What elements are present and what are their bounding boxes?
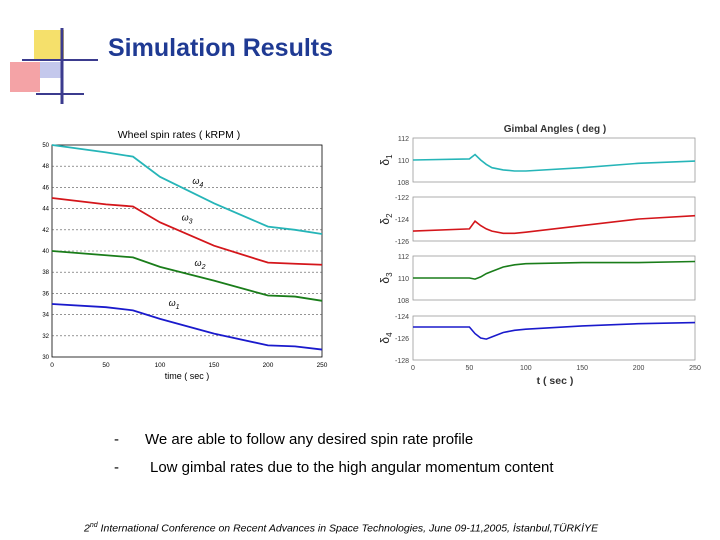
right-y-tick-label: 110 [398,158,409,165]
left-x-axis-label: time ( sec ) [165,371,210,381]
left-y-tick-label: 30 [42,355,49,361]
left-series-line-ω2 [51,250,323,302]
right-x-tick-label: 50 [466,365,474,372]
left-y-tick-label: 38 [42,270,49,276]
left-series-line-ω1 [51,303,323,351]
left-series-label-ω1: ω1 [169,298,180,311]
left-y-tick-label: 46 [42,185,49,191]
logo-pink-square [10,62,40,92]
left-y-tick-label: 36 [42,291,49,297]
right-x-tick-label: 150 [576,365,588,372]
right-x-axis-label: t ( sec ) [537,375,574,387]
right-y-tick-label: 110 [398,276,409,283]
conference-footer: 2nd International Conference on Recent A… [84,522,598,535]
ylabel-main: δ [378,159,392,166]
right-y-tick-label: 112 [398,254,409,261]
left-y-tick-label: 32 [42,334,49,340]
ylabel-sub: 3 [385,272,394,277]
right-subplot-ylabel-3: δ3 [378,272,394,284]
bullet-1-dash: - [114,431,119,448]
series-label-main: ω [192,176,199,186]
right-series-line-2 [412,214,696,235]
left-x-tick-label: 100 [155,362,166,369]
ylabel-sub: 1 [385,154,394,159]
left-x-tick-label: 150 [209,362,220,369]
series-label-main: ω [182,212,189,222]
slide-title: Simulation Results [108,34,334,62]
right-y-tick-label: -128 [395,358,409,365]
left-series-line-ω3 [51,197,323,266]
right-y-tick-label: -126 [395,336,409,343]
right-y-tick-label: -122 [395,195,409,202]
right-subplot-frame-4 [412,315,696,361]
ylabel-main: δ [378,218,392,225]
left-series-line-ω4 [51,144,323,235]
left-y-tick-label: 50 [42,143,49,149]
left-series-label-ω2: ω2 [195,258,206,271]
right-x-tick-label: 250 [689,365,701,372]
right-y-tick-label: 108 [397,298,409,305]
series-label-sub: 2 [201,264,206,271]
series-label-main: ω [169,298,176,308]
logo-lilac-square [40,62,62,78]
series-label-sub: 3 [189,218,193,225]
right-series-line-4 [413,321,696,340]
left-y-tick-label: 34 [42,313,49,319]
left-x-tick-label: 0 [50,362,54,369]
right-x-tick-label: 0 [411,365,415,372]
right-subplot-frame-1 [412,137,696,183]
gimbal-angles-chart: Gimbal Angles ( deg )112110108δ1-122-124… [378,124,701,387]
right-subplot-ylabel-4: δ4 [378,332,394,344]
right-x-tick-label: 100 [520,365,532,372]
wheel-spin-rates-chart: Wheel spin rates ( kRPM )303234363840424… [42,129,328,381]
left-series-label-ω4: ω4 [192,176,203,189]
left-y-tick-label: 48 [42,164,49,170]
right-series-line-3 [413,260,696,280]
right-subplot-ylabel-2: δ2 [378,213,394,225]
footer-text: International Conference on Recent Advan… [97,522,599,535]
ylabel-sub: 2 [385,213,394,218]
series-label-main: ω [195,258,202,268]
right-y-tick-label: -124 [395,314,409,321]
left-series-label-ω3: ω3 [182,212,193,225]
left-chart-title: Wheel spin rates ( kRPM ) [118,129,241,141]
right-y-tick-label: -126 [395,239,409,246]
right-y-tick-label: 112 [398,136,409,143]
series-label-sub: 1 [176,304,180,311]
logo-yellow-square [34,30,64,60]
left-y-tick-label: 44 [42,207,49,213]
right-x-tick-label: 200 [633,365,645,372]
right-y-tick-label: -124 [395,217,409,224]
ylabel-sub: 4 [385,332,394,337]
left-y-tick-label: 42 [42,228,49,234]
ylabel-main: δ [378,277,392,284]
bullet-2-dash: - [114,459,119,476]
footer-prefix: 2 [84,522,90,535]
right-subplot-frame-2 [412,196,696,242]
right-chart-title: Gimbal Angles ( deg ) [504,124,606,135]
bullet-2-text: Low gimbal rates due to the high angular… [150,459,554,476]
bullet-1-text: We are able to follow any desired spin r… [145,431,474,448]
series-label-sub: 4 [199,182,203,189]
ylabel-main: δ [378,337,392,344]
left-x-tick-label: 250 [317,362,328,369]
left-x-tick-label: 50 [102,362,110,369]
left-x-tick-label: 200 [263,362,274,369]
right-subplot-ylabel-1: δ1 [378,154,394,166]
right-series-line-1 [412,153,696,172]
left-y-tick-label: 40 [42,249,49,255]
footer-sup: nd [89,522,98,529]
right-y-tick-label: 108 [397,180,409,187]
presentation-logo-decoration [10,28,98,104]
